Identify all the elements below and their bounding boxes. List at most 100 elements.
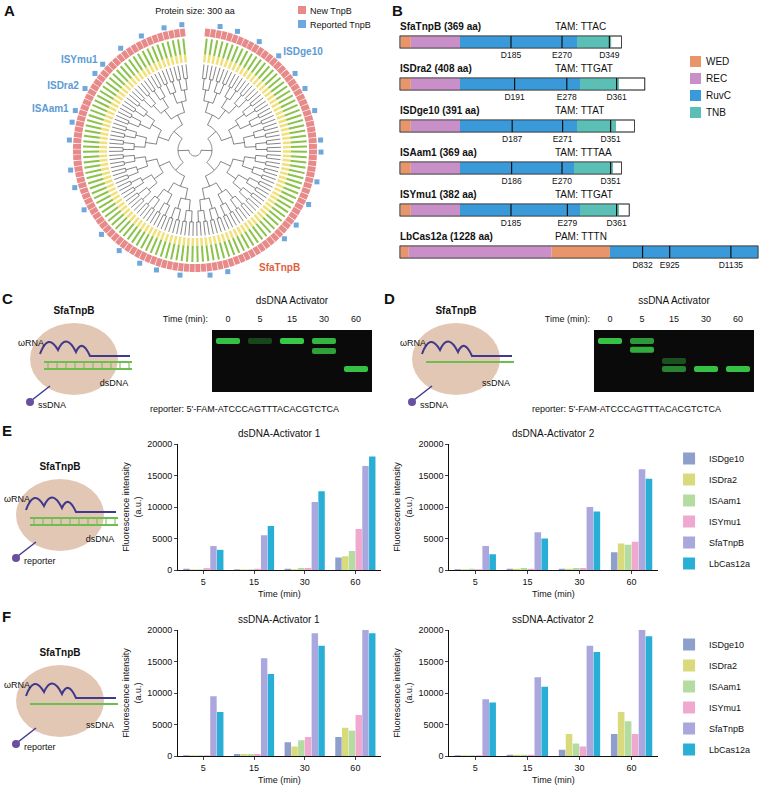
svg-text:SfaTnpB: SfaTnpB (39, 461, 80, 472)
svg-text:Time (min): Time (min) (258, 589, 301, 599)
svg-text:TAM: TTGAT: TAM: TTGAT (555, 63, 613, 74)
svg-text:ISYmu1 (382 aa): ISYmu1 (382 aa) (400, 189, 477, 200)
svg-text:E278: E278 (557, 92, 577, 102)
svg-text:E270: E270 (552, 50, 572, 60)
svg-text:60: 60 (350, 577, 360, 587)
svg-text:30: 30 (319, 314, 329, 324)
svg-text:WED: WED (706, 56, 729, 67)
svg-text:60: 60 (733, 314, 743, 324)
svg-text:Fluorescence intensity(a.u.): Fluorescence intensity(a.u.) (121, 648, 143, 738)
svg-text:5: 5 (473, 577, 478, 587)
svg-text:5: 5 (201, 763, 206, 773)
svg-text:10000: 10000 (147, 688, 172, 698)
svg-text:ωRNA: ωRNA (400, 338, 426, 348)
svg-text:5: 5 (639, 314, 644, 324)
svg-text:TAM: TTGAT: TAM: TTGAT (555, 189, 613, 200)
svg-text:30: 30 (574, 763, 584, 773)
svg-text:15000: 15000 (147, 657, 172, 667)
svg-text:ISYmu1: ISYmu1 (709, 517, 741, 527)
svg-text:D1135: D1135 (719, 260, 744, 270)
svg-text:TAM: TTTAA: TAM: TTTAA (555, 147, 612, 158)
svg-text:15000: 15000 (418, 657, 443, 667)
svg-text:TAM: TTAC: TAM: TTAC (555, 21, 606, 32)
svg-text:D351: D351 (600, 134, 621, 144)
svg-text:ISDra2: ISDra2 (47, 80, 79, 91)
svg-text:15000: 15000 (418, 471, 443, 481)
svg-text:ISDra2 (408 aa): ISDra2 (408 aa) (400, 63, 472, 74)
svg-text:ISDge10: ISDge10 (283, 46, 323, 57)
svg-text:REC: REC (706, 73, 727, 84)
svg-text:Fluorescence intensity(a.u.): Fluorescence intensity(a.u.) (392, 462, 414, 552)
svg-text:dsDNA-Activator 1: dsDNA-Activator 1 (238, 428, 321, 439)
svg-text:D186: D186 (501, 176, 522, 186)
svg-text:60: 60 (351, 314, 361, 324)
svg-text:30: 30 (701, 314, 711, 324)
svg-text:ssDNA: ssDNA (86, 720, 114, 730)
svg-text:TAM: TTAT: TAM: TTAT (555, 105, 604, 116)
svg-text:ssDNA: ssDNA (482, 378, 510, 388)
svg-text:0: 0 (438, 565, 443, 575)
svg-text:TNB: TNB (706, 107, 726, 118)
svg-text:5000: 5000 (423, 720, 443, 730)
svg-text:20000: 20000 (147, 439, 172, 449)
svg-text:60: 60 (627, 763, 637, 773)
svg-text:ISDra2: ISDra2 (709, 475, 737, 485)
svg-text:SfaTnpB: SfaTnpB (39, 647, 80, 658)
svg-text:0: 0 (225, 314, 230, 324)
svg-text:30: 30 (300, 577, 310, 587)
svg-text:dsDNA Activator: dsDNA Activator (256, 295, 329, 306)
svg-text:F: F (2, 608, 11, 625)
svg-text:LbCas12a (1228 aa): LbCas12a (1228 aa) (400, 231, 493, 242)
svg-text:20000: 20000 (147, 625, 172, 635)
svg-text:ssDNA: ssDNA (38, 400, 66, 410)
svg-text:Time (min):: Time (min): (163, 314, 208, 324)
svg-text:Fluorescence intensity(a.u.): Fluorescence intensity(a.u.) (121, 462, 143, 552)
svg-text:RuvC: RuvC (706, 90, 731, 101)
svg-text:ωRNA: ωRNA (4, 494, 30, 504)
svg-text:5: 5 (257, 314, 262, 324)
svg-text:D185: D185 (501, 218, 522, 228)
svg-text:Time (min):: Time (min): (545, 314, 590, 324)
svg-text:15: 15 (522, 763, 532, 773)
svg-text:E: E (2, 422, 12, 439)
svg-text:0: 0 (438, 751, 443, 761)
svg-text:Time (min): Time (min) (532, 775, 575, 785)
svg-text:dsDNA-Activator 2: dsDNA-Activator 2 (512, 428, 595, 439)
svg-text:reporter: reporter (24, 556, 56, 566)
svg-text:5: 5 (201, 577, 206, 587)
svg-text:Reported TnpB: Reported TnpB (310, 20, 371, 30)
svg-text:B: B (392, 2, 403, 19)
svg-text:ISAam1: ISAam1 (32, 103, 69, 114)
svg-text:10000: 10000 (147, 502, 172, 512)
svg-text:reporter: 5'-FAM-ATCCCAGTTTACA: reporter: 5'-FAM-ATCCCAGTTTACACGTCTCA (532, 404, 721, 414)
svg-text:ssDNA: ssDNA (420, 400, 448, 410)
svg-text:ISAam1: ISAam1 (709, 682, 741, 692)
svg-text:ωRNA: ωRNA (4, 680, 30, 690)
svg-text:30: 30 (574, 577, 584, 587)
svg-text:SfaTnpB: SfaTnpB (259, 262, 300, 273)
svg-text:Fluorescence intensity(a.u.): Fluorescence intensity(a.u.) (392, 648, 414, 738)
svg-text:SfaTnpB: SfaTnpB (709, 724, 744, 734)
svg-text:10000: 10000 (418, 688, 443, 698)
svg-text:SfaTnpB (369 aa): SfaTnpB (369 aa) (400, 21, 481, 32)
svg-text:D349: D349 (599, 50, 620, 60)
svg-text:New TnpB: New TnpB (310, 6, 352, 16)
svg-text:20000: 20000 (418, 625, 443, 635)
svg-text:dsDNA: dsDNA (86, 534, 115, 544)
svg-text:reporter: reporter (24, 742, 56, 752)
svg-text:D351: D351 (600, 176, 621, 186)
svg-text:ssDNA-Activator 2: ssDNA-Activator 2 (512, 614, 594, 625)
svg-text:ISDra2: ISDra2 (709, 661, 737, 671)
svg-text:SfaTnpB: SfaTnpB (435, 305, 476, 316)
svg-text:ssDNA Activator: ssDNA Activator (638, 295, 710, 306)
svg-text:10000: 10000 (418, 502, 443, 512)
svg-text:ISDge10 (391 aa): ISDge10 (391 aa) (400, 105, 480, 116)
svg-text:Time (min): Time (min) (532, 589, 575, 599)
svg-text:dsDNA: dsDNA (100, 378, 129, 388)
svg-text:15000: 15000 (147, 471, 172, 481)
svg-text:5000: 5000 (423, 534, 443, 544)
svg-text:D361: D361 (606, 92, 627, 102)
svg-text:15: 15 (249, 763, 259, 773)
svg-text:D187: D187 (502, 134, 523, 144)
svg-text:15: 15 (669, 314, 679, 324)
